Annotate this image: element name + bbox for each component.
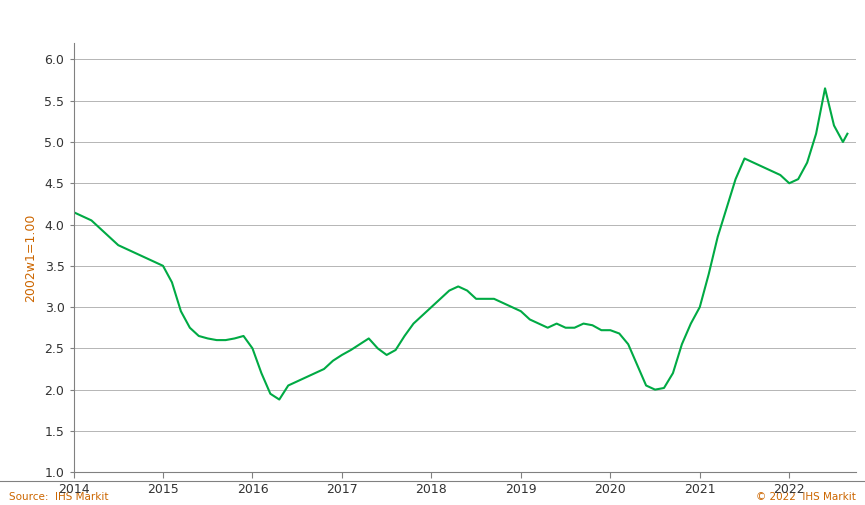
Text: Source:  IHS Markit: Source: IHS Markit	[9, 492, 108, 501]
Text: © 2022  IHS Markit: © 2022 IHS Markit	[757, 492, 856, 501]
Text: IHS Markit Materials Price Index: IHS Markit Materials Price Index	[13, 12, 340, 30]
Y-axis label: 2002w1=1.00: 2002w1=1.00	[24, 213, 37, 301]
